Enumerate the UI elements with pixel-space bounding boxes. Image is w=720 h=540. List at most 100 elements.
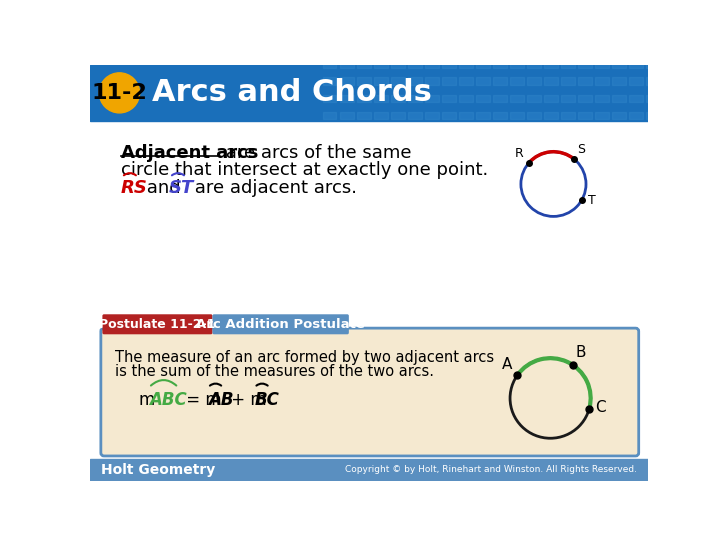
Bar bbox=[459, 94, 473, 102]
Bar bbox=[425, 77, 438, 85]
Bar bbox=[612, 112, 626, 119]
Bar bbox=[442, 60, 456, 68]
Bar bbox=[323, 112, 336, 119]
Bar bbox=[408, 77, 422, 85]
Text: C: C bbox=[595, 400, 606, 415]
Text: 11-2: 11-2 bbox=[91, 83, 148, 103]
Bar bbox=[408, 60, 422, 68]
Bar bbox=[561, 77, 575, 85]
Bar bbox=[647, 77, 660, 85]
Bar bbox=[374, 112, 387, 119]
Bar bbox=[459, 77, 473, 85]
Bar bbox=[340, 94, 354, 102]
Bar bbox=[629, 94, 644, 102]
Bar bbox=[595, 94, 609, 102]
Bar bbox=[323, 77, 336, 85]
Bar bbox=[510, 77, 524, 85]
Bar bbox=[340, 60, 354, 68]
Bar bbox=[90, 65, 648, 121]
Bar bbox=[391, 112, 405, 119]
Bar bbox=[647, 112, 660, 119]
Text: Arc Addition Postulate: Arc Addition Postulate bbox=[197, 318, 365, 331]
Bar bbox=[356, 77, 371, 85]
Bar bbox=[629, 60, 644, 68]
Text: The measure of an arc formed by two adjacent arcs: The measure of an arc formed by two adja… bbox=[114, 350, 494, 366]
Bar bbox=[544, 94, 558, 102]
Text: A: A bbox=[503, 357, 513, 372]
Bar bbox=[476, 77, 490, 85]
Bar bbox=[425, 112, 438, 119]
Text: Postulate 11-2-1: Postulate 11-2-1 bbox=[99, 318, 215, 331]
Bar bbox=[374, 60, 387, 68]
Bar bbox=[340, 77, 354, 85]
Bar bbox=[510, 60, 524, 68]
Text: Adjacent arcs: Adjacent arcs bbox=[121, 144, 258, 162]
Circle shape bbox=[99, 73, 140, 113]
Text: S: S bbox=[577, 143, 585, 156]
Bar bbox=[356, 112, 371, 119]
Text: m: m bbox=[138, 390, 154, 408]
Bar bbox=[595, 112, 609, 119]
Bar bbox=[527, 112, 541, 119]
Bar bbox=[391, 60, 405, 68]
Text: circle that intersect at exactly one point.: circle that intersect at exactly one poi… bbox=[121, 161, 488, 179]
Text: Arcs and Chords: Arcs and Chords bbox=[152, 78, 432, 107]
Bar bbox=[612, 94, 626, 102]
Bar bbox=[391, 77, 405, 85]
Bar bbox=[647, 94, 660, 102]
Text: T: T bbox=[588, 194, 595, 207]
Text: Holt Geometry: Holt Geometry bbox=[101, 463, 215, 477]
Bar bbox=[561, 94, 575, 102]
Bar bbox=[595, 77, 609, 85]
Text: ABC: ABC bbox=[149, 390, 186, 408]
Text: BC: BC bbox=[254, 390, 279, 408]
Bar bbox=[493, 112, 507, 119]
Bar bbox=[493, 94, 507, 102]
Bar bbox=[527, 94, 541, 102]
Text: B: B bbox=[575, 345, 585, 360]
Text: = m: = m bbox=[181, 390, 221, 408]
Bar bbox=[510, 94, 524, 102]
Bar bbox=[408, 112, 422, 119]
Bar bbox=[391, 94, 405, 102]
Bar bbox=[612, 60, 626, 68]
Bar bbox=[510, 112, 524, 119]
Bar bbox=[476, 60, 490, 68]
FancyBboxPatch shape bbox=[101, 328, 639, 456]
Bar bbox=[527, 60, 541, 68]
Text: and: and bbox=[141, 179, 186, 198]
Bar bbox=[527, 77, 541, 85]
Bar bbox=[356, 60, 371, 68]
Bar bbox=[425, 60, 438, 68]
Bar bbox=[90, 459, 648, 481]
Bar bbox=[374, 77, 387, 85]
Text: AB: AB bbox=[208, 390, 233, 408]
Bar bbox=[442, 77, 456, 85]
Bar bbox=[408, 94, 422, 102]
Bar bbox=[629, 77, 644, 85]
Bar bbox=[578, 112, 593, 119]
Bar bbox=[561, 60, 575, 68]
Text: is the sum of the measures of the two arcs.: is the sum of the measures of the two ar… bbox=[114, 364, 433, 379]
Bar bbox=[493, 60, 507, 68]
Bar bbox=[544, 77, 558, 85]
Text: Copyright © by Holt, Rinehart and Winston. All Rights Reserved.: Copyright © by Holt, Rinehart and Winsto… bbox=[345, 465, 637, 474]
Bar bbox=[356, 94, 371, 102]
Bar bbox=[323, 60, 336, 68]
Bar bbox=[612, 77, 626, 85]
Bar bbox=[561, 112, 575, 119]
Text: R: R bbox=[515, 147, 524, 160]
Bar bbox=[544, 60, 558, 68]
Bar bbox=[476, 94, 490, 102]
Bar bbox=[442, 112, 456, 119]
Text: are arcs of the same: are arcs of the same bbox=[220, 144, 412, 162]
Bar bbox=[425, 94, 438, 102]
Bar bbox=[578, 94, 593, 102]
Text: RS: RS bbox=[121, 179, 148, 198]
Bar bbox=[459, 112, 473, 119]
Text: ST: ST bbox=[169, 179, 194, 198]
Text: + m: + m bbox=[225, 390, 266, 408]
FancyBboxPatch shape bbox=[212, 314, 349, 334]
Bar bbox=[578, 77, 593, 85]
Bar bbox=[340, 112, 354, 119]
